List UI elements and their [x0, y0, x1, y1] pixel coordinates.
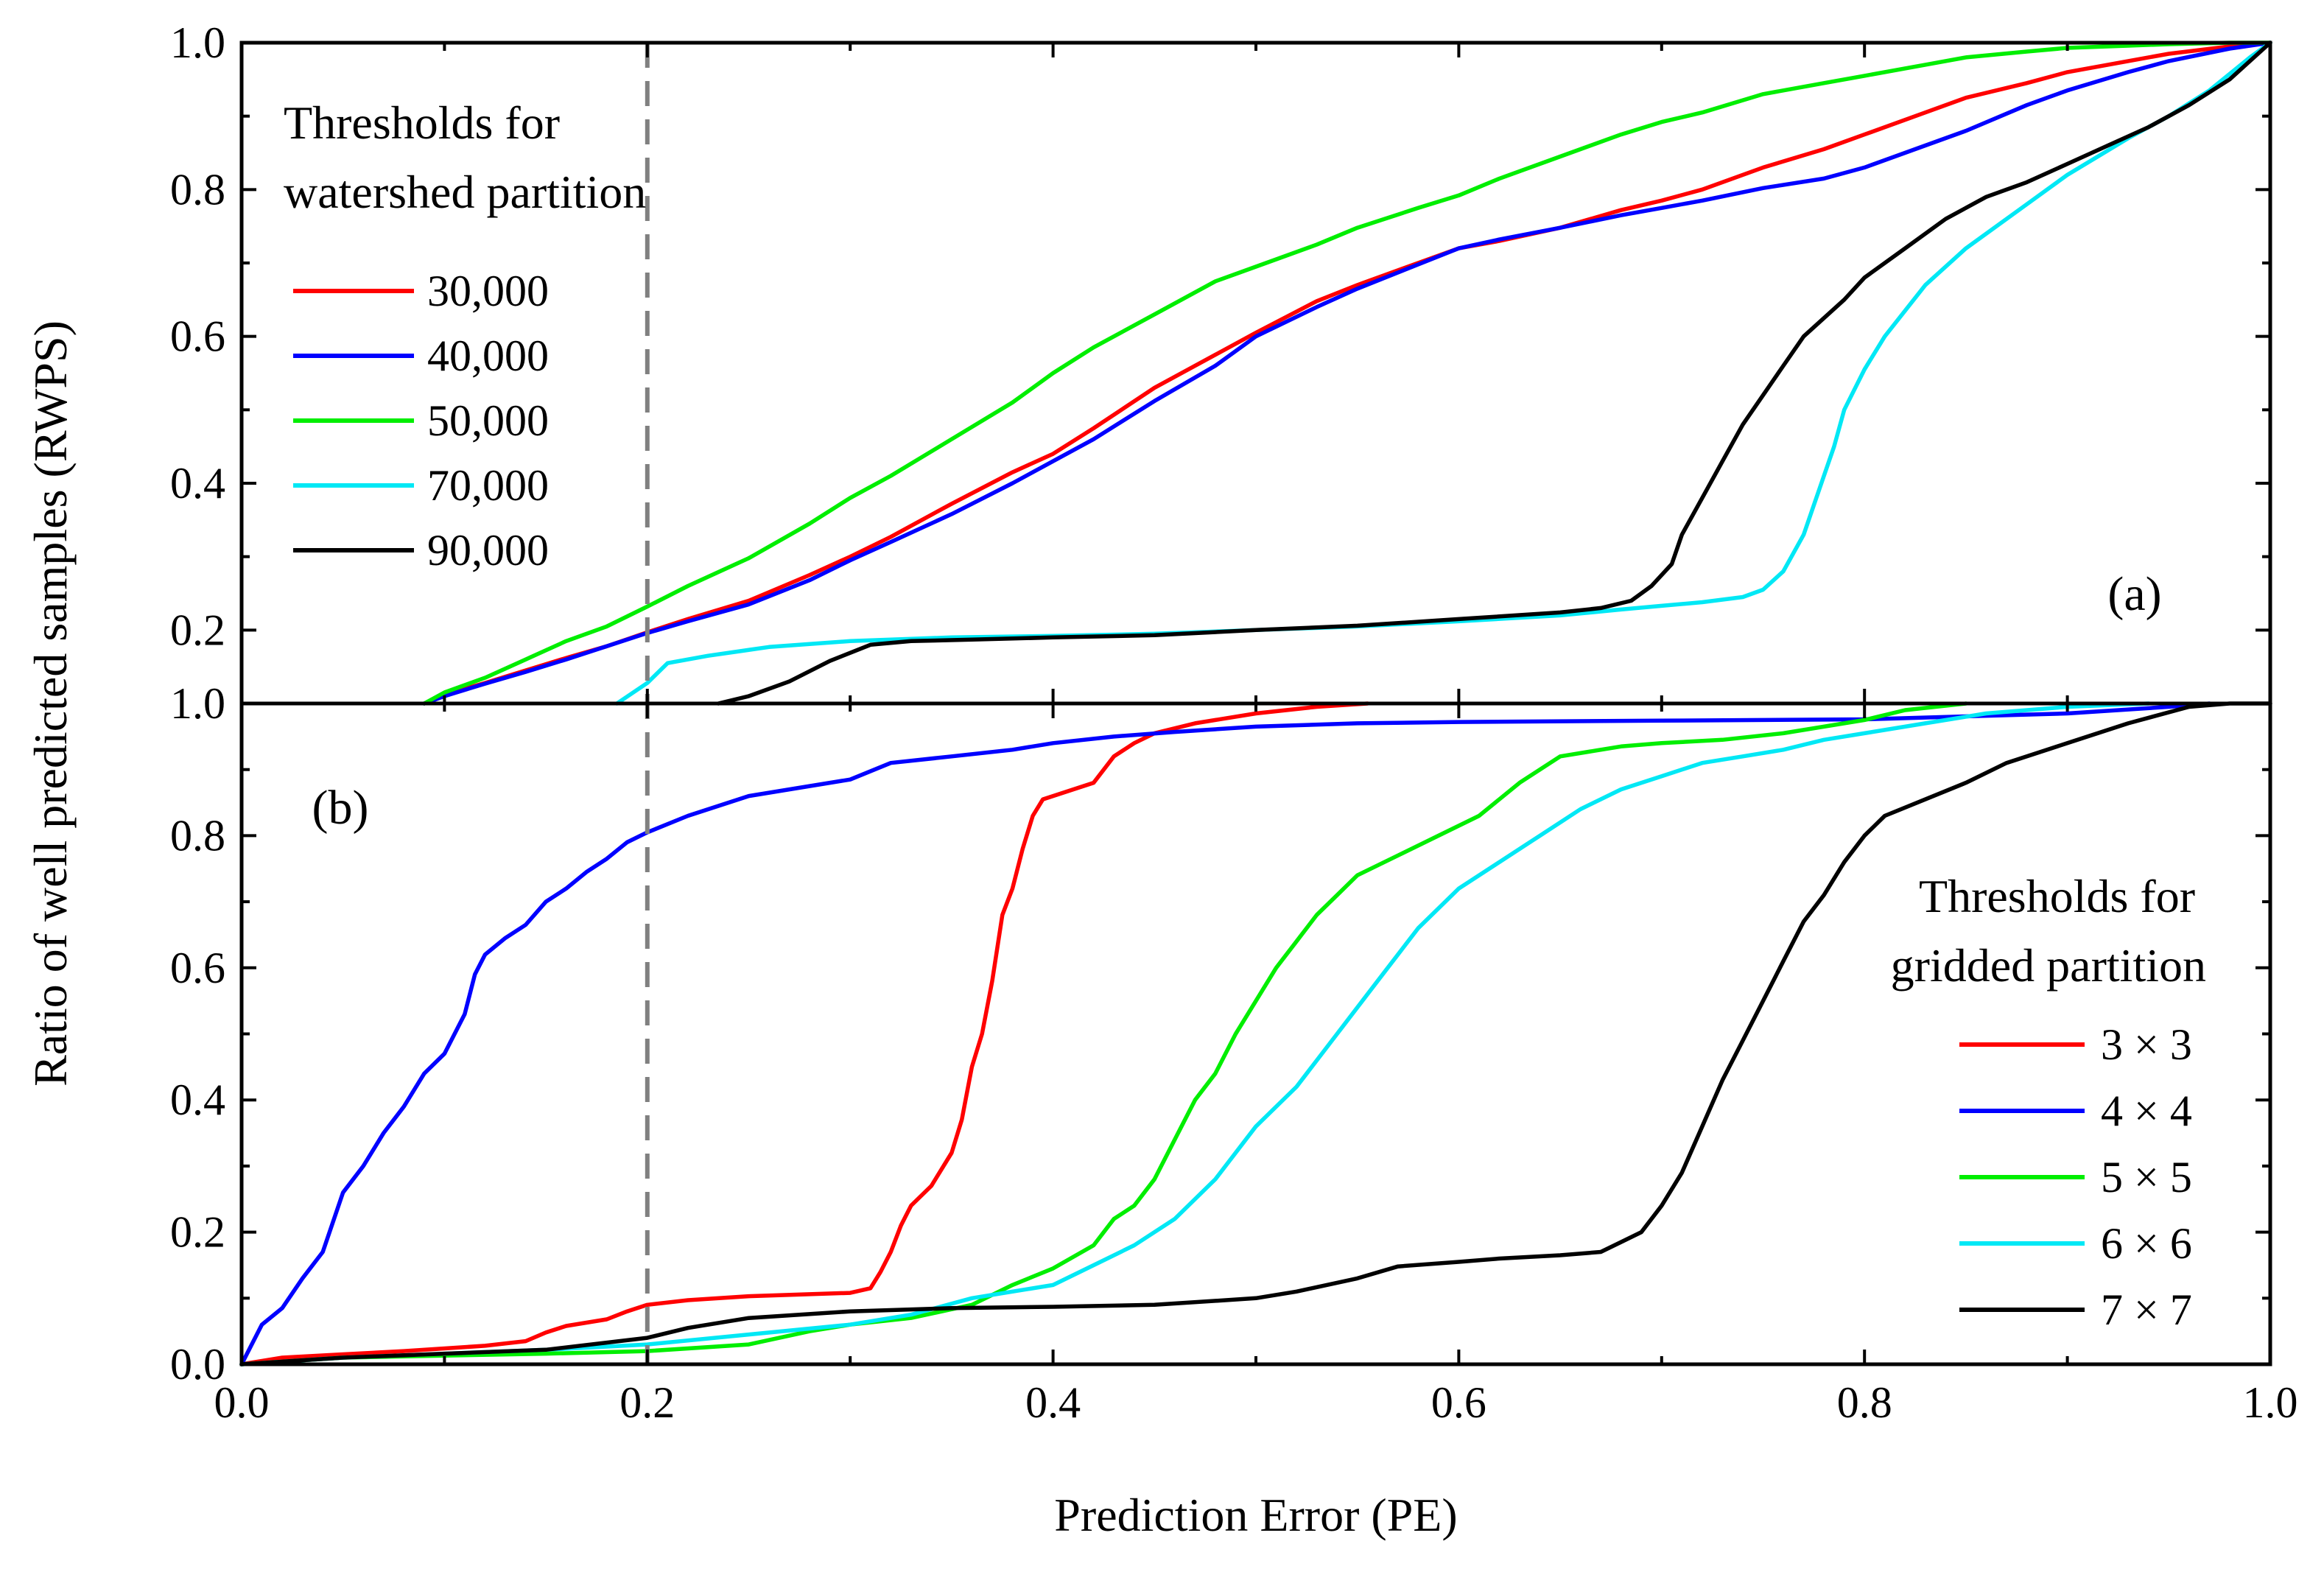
panel-a-label: (a): [2107, 567, 2161, 621]
series-line-a-1: [422, 41, 2272, 706]
legend-label: 7 × 7: [2101, 1285, 2192, 1334]
legend-label: 5 × 5: [2101, 1153, 2192, 1201]
x-axis-title: Prediction Error (PE): [1054, 1489, 1457, 1541]
x-tick-label: 0.4: [1025, 1378, 1081, 1427]
x-tick-label: 0.0: [214, 1378, 270, 1427]
y-tick-label: 0.2: [170, 1208, 225, 1257]
series-line-a-3: [614, 41, 2272, 706]
y-tick-label: 0.6: [170, 944, 225, 992]
panel-b-legend: Thresholds for gridded partition 3 × 3 4 …: [1891, 870, 2206, 1334]
panel-a-legend: Thresholds for watershed partition 30,00…: [284, 97, 646, 575]
legend-label: 30,000: [427, 267, 549, 315]
y-tick-label: 1.0: [170, 679, 225, 728]
y-tick-label: 0.0: [170, 1340, 225, 1389]
y-tick-label: 0.4: [170, 1076, 225, 1124]
y-axis-title: Ratio of well predicted samples (RWPS): [24, 320, 77, 1087]
series-line-a-0: [422, 41, 2272, 706]
panel-b: [239, 701, 2272, 1366]
panel-b-ticks: 0.0 0.2 0.4 0.6 0.8 1.0 0.0 0.2 0.4 0.6 0.8 1.0: [170, 679, 2298, 1427]
legend-label: 4 × 4: [2101, 1087, 2192, 1135]
panel-b-frame: [239, 701, 2272, 1366]
legend-label: 90,000: [427, 526, 549, 575]
legend-title-line-2: gridded partition: [1891, 939, 2206, 992]
panel-a: [422, 41, 2272, 706]
x-tick-label: 0.2: [619, 1378, 675, 1427]
x-tick-label: 1.0: [2243, 1378, 2298, 1427]
panel-b-series: [239, 701, 2272, 1366]
series-line-a-4: [716, 41, 2272, 706]
y-tick-label: 1.0: [170, 18, 225, 67]
legend-label: 3 × 3: [2101, 1020, 2192, 1069]
panel-b-label: (b): [312, 781, 369, 835]
y-tick-label: 0.8: [170, 165, 225, 214]
legend-label: 40,000: [427, 331, 549, 380]
series-line-b-4: [239, 701, 2272, 1366]
panel-a-ticks: 0.2 0.4 0.6 0.8 1.0: [170, 18, 2272, 705]
legend-title-line-1: Thresholds for: [1919, 870, 2195, 922]
panel-a-series: [422, 41, 2272, 706]
x-tick-label: 0.8: [1837, 1378, 1892, 1427]
series-line-b-2: [239, 701, 1968, 1366]
series-line-a-2: [422, 41, 2272, 706]
legend-title-line-1: Thresholds for: [284, 97, 560, 149]
series-line-b-1: [239, 701, 2212, 1366]
y-tick-label: 0.8: [170, 811, 225, 860]
legend-title-line-2: watershed partition: [284, 166, 646, 218]
series-line-b-3: [239, 701, 2151, 1366]
series-line-b-0: [239, 701, 1370, 1366]
legend-label: 6 × 6: [2101, 1219, 2192, 1268]
y-tick-label: 0.6: [170, 312, 225, 361]
y-tick-label: 0.2: [170, 606, 225, 654]
legend-label: 70,000: [427, 461, 549, 510]
x-tick-label: 0.6: [1431, 1378, 1486, 1427]
legend-label: 50,000: [427, 396, 549, 445]
y-tick-label: 0.4: [170, 459, 225, 508]
